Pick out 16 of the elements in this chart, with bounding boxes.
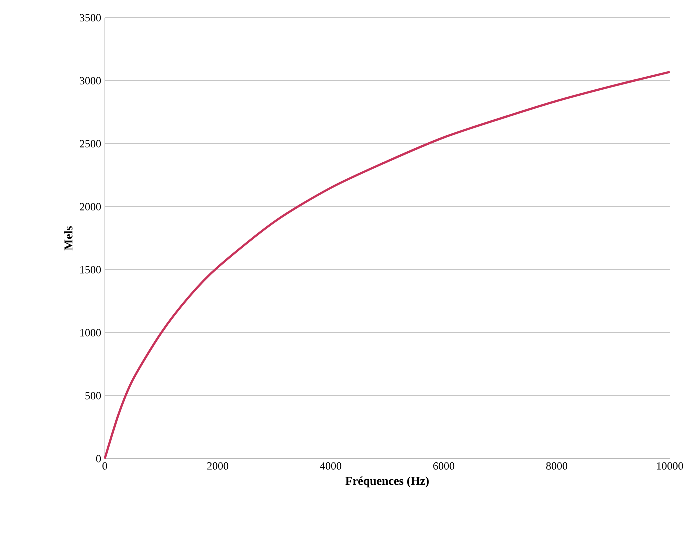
y-tick-label: 2000 bbox=[80, 203, 102, 211]
y-tick-label: 3000 bbox=[80, 77, 102, 85]
y-tick-label: 1000 bbox=[80, 329, 102, 337]
x-tick-label: 4000 bbox=[320, 462, 342, 470]
y-tick-label: 3500 bbox=[80, 14, 102, 22]
x-tick-label: 6000 bbox=[434, 462, 455, 470]
y-tick-label: 1500 bbox=[80, 266, 102, 274]
x-tick-label: 0 bbox=[102, 462, 108, 470]
x-tick-label: 8000 bbox=[546, 462, 568, 470]
x-tick-label: 2000 bbox=[208, 462, 229, 470]
y-tick-label: 0 bbox=[96, 455, 102, 463]
y-tick-label: 500 bbox=[86, 392, 102, 400]
x-axis-title: Fréquences (Hz) bbox=[346, 476, 429, 488]
x-tick-label: 10000 bbox=[657, 462, 684, 470]
y-axis-title: Mels bbox=[64, 226, 73, 251]
y-tick-label: 2500 bbox=[80, 140, 102, 148]
